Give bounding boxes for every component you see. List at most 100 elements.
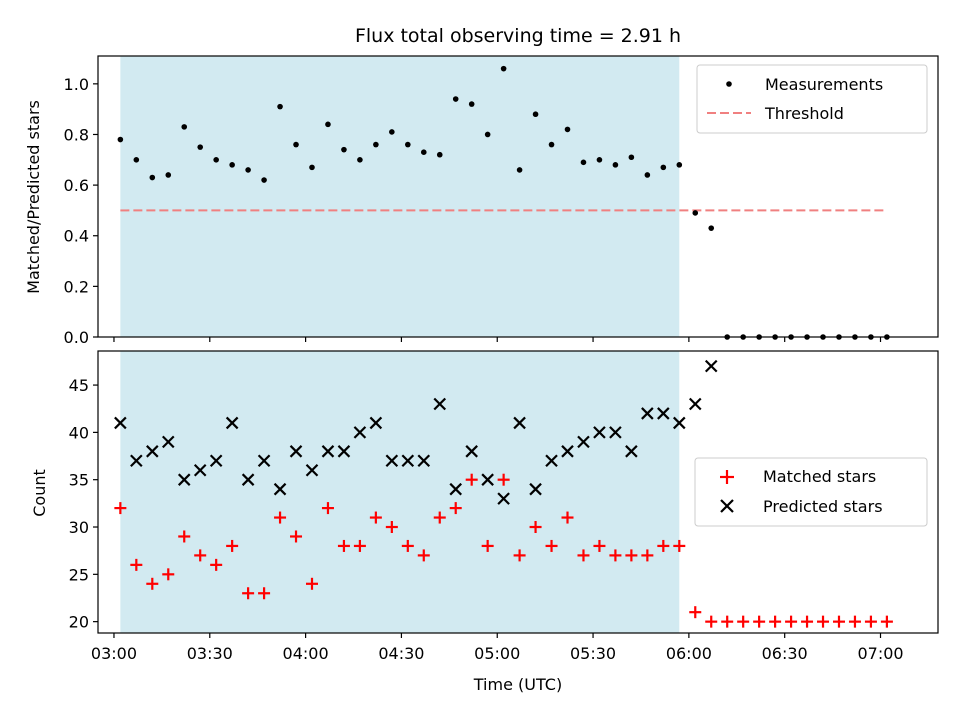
measurement-point bbox=[436, 151, 443, 158]
matched-star-point bbox=[401, 539, 414, 552]
top-y-tick-label: 1.0 bbox=[64, 75, 89, 94]
matched-star-point bbox=[210, 558, 223, 571]
matched-star-point bbox=[242, 587, 255, 600]
matched-star-point bbox=[609, 549, 622, 562]
chart-title: Flux total observing time = 2.91 h bbox=[355, 25, 681, 47]
top-legend-box bbox=[696, 64, 928, 134]
predicted-star-point bbox=[321, 445, 335, 458]
matched-star-point bbox=[194, 549, 207, 562]
measurement-point bbox=[261, 177, 267, 183]
matched-star-point bbox=[433, 511, 446, 524]
measurement-point bbox=[325, 121, 331, 128]
predicted-star-point bbox=[337, 445, 351, 458]
measurement-point bbox=[644, 172, 651, 178]
legend-predicted-marker bbox=[720, 499, 734, 513]
predicted-star-point bbox=[305, 463, 319, 477]
x-tick-label: 07:00 bbox=[857, 644, 903, 663]
matched-star-point bbox=[689, 606, 702, 619]
measurement-point bbox=[197, 144, 204, 150]
measurement-point bbox=[357, 156, 363, 163]
legend-matched-label: Matched stars bbox=[763, 467, 876, 486]
predicted-star-point bbox=[193, 463, 207, 477]
matched-star-point bbox=[353, 539, 366, 552]
measurement-point bbox=[389, 129, 395, 135]
measurement-point bbox=[293, 141, 299, 148]
predicted-star-point bbox=[673, 416, 686, 430]
measurement-point bbox=[628, 154, 635, 161]
measurement-point bbox=[676, 162, 683, 168]
predicted-star-point bbox=[657, 407, 670, 420]
bottom-predicted-points bbox=[114, 359, 718, 505]
predicted-star-point bbox=[625, 445, 638, 458]
measurement-point bbox=[149, 174, 156, 181]
matched-star-point bbox=[577, 549, 590, 562]
measurement-point bbox=[245, 167, 251, 173]
x-tick-label: 04:00 bbox=[283, 644, 329, 663]
bottom-y-ticks: 20 25 30 35 40 45 bbox=[69, 376, 98, 632]
predicted-star-point bbox=[273, 482, 287, 496]
matched-star-point bbox=[178, 530, 191, 543]
top-y-tick-label: 0.0 bbox=[64, 328, 89, 347]
top-y-tick-label: 0.8 bbox=[64, 125, 89, 144]
legend-measurements-label: Measurements bbox=[765, 75, 883, 94]
bottom-y-tick-label: 45 bbox=[69, 376, 89, 395]
measurement-point bbox=[708, 225, 715, 231]
measurement-point bbox=[117, 136, 124, 143]
bottom-matched-points bbox=[114, 473, 893, 628]
measurement-point bbox=[484, 131, 491, 138]
predicted-star-point bbox=[209, 454, 223, 468]
x-tick-label: 06:30 bbox=[762, 644, 808, 663]
measurement-point bbox=[660, 164, 667, 171]
predicted-star-point bbox=[465, 445, 478, 458]
measurement-point bbox=[596, 156, 603, 163]
x-tick-label: 05:00 bbox=[474, 644, 520, 663]
measurement-point bbox=[612, 162, 619, 168]
top-axes-frame bbox=[97, 55, 939, 338]
matched-star-point bbox=[769, 615, 782, 628]
top-panel: 0.0 0.2 0.4 0.6 0.8 1.0 Matched/Predicted sta… bbox=[24, 55, 939, 347]
predicted-star-point bbox=[177, 473, 191, 486]
bottom-x-ticks: 03:00 03:30 04:00 04:30 05:00 05:30 06:00 06:30… bbox=[91, 633, 904, 663]
matched-star-point bbox=[290, 530, 303, 543]
x-tick-label: 03:30 bbox=[187, 644, 233, 663]
matched-star-point bbox=[321, 502, 334, 515]
bottom-y-axis-label: Count bbox=[30, 469, 49, 517]
measurement-point bbox=[181, 124, 188, 130]
predicted-star-point bbox=[417, 454, 431, 468]
measurement-point bbox=[564, 126, 571, 133]
matched-star-point bbox=[226, 539, 239, 552]
matched-star-point bbox=[657, 539, 670, 552]
top-x-ticks bbox=[113, 337, 882, 342]
matched-star-point bbox=[848, 615, 861, 628]
bottom-y-tick-label: 20 bbox=[69, 613, 89, 632]
x-tick-label: 04:30 bbox=[378, 644, 424, 663]
matched-star-point bbox=[817, 615, 830, 628]
bottom-y-tick-label: 25 bbox=[69, 565, 89, 584]
matched-star-point bbox=[705, 615, 718, 628]
top-legend: Measurements Threshold bbox=[696, 64, 928, 134]
matched-star-point bbox=[449, 502, 462, 515]
predicted-star-point bbox=[481, 473, 494, 486]
predicted-star-point bbox=[609, 426, 622, 439]
bottom-y-tick-label: 30 bbox=[69, 518, 89, 537]
x-tick-label: 06:00 bbox=[666, 644, 712, 663]
x-tick-label: 05:30 bbox=[570, 644, 616, 663]
predicted-star-point bbox=[561, 445, 574, 458]
predicted-star-point bbox=[513, 416, 526, 430]
bottom-y-tick-label: 40 bbox=[69, 423, 89, 442]
measurement-point bbox=[373, 141, 379, 148]
predicted-star-point bbox=[369, 416, 383, 430]
top-y-tick-label: 0.4 bbox=[64, 227, 89, 246]
predicted-star-point bbox=[289, 445, 303, 458]
top-observing-window bbox=[120, 56, 680, 337]
predicted-star-point bbox=[704, 359, 718, 373]
matched-star-point bbox=[481, 539, 494, 552]
matched-star-point bbox=[721, 615, 734, 628]
matched-star-point bbox=[305, 577, 318, 590]
measurement-point bbox=[500, 65, 507, 72]
predicted-star-point bbox=[385, 454, 399, 468]
matched-star-point bbox=[465, 473, 478, 486]
predicted-star-point bbox=[593, 426, 606, 439]
